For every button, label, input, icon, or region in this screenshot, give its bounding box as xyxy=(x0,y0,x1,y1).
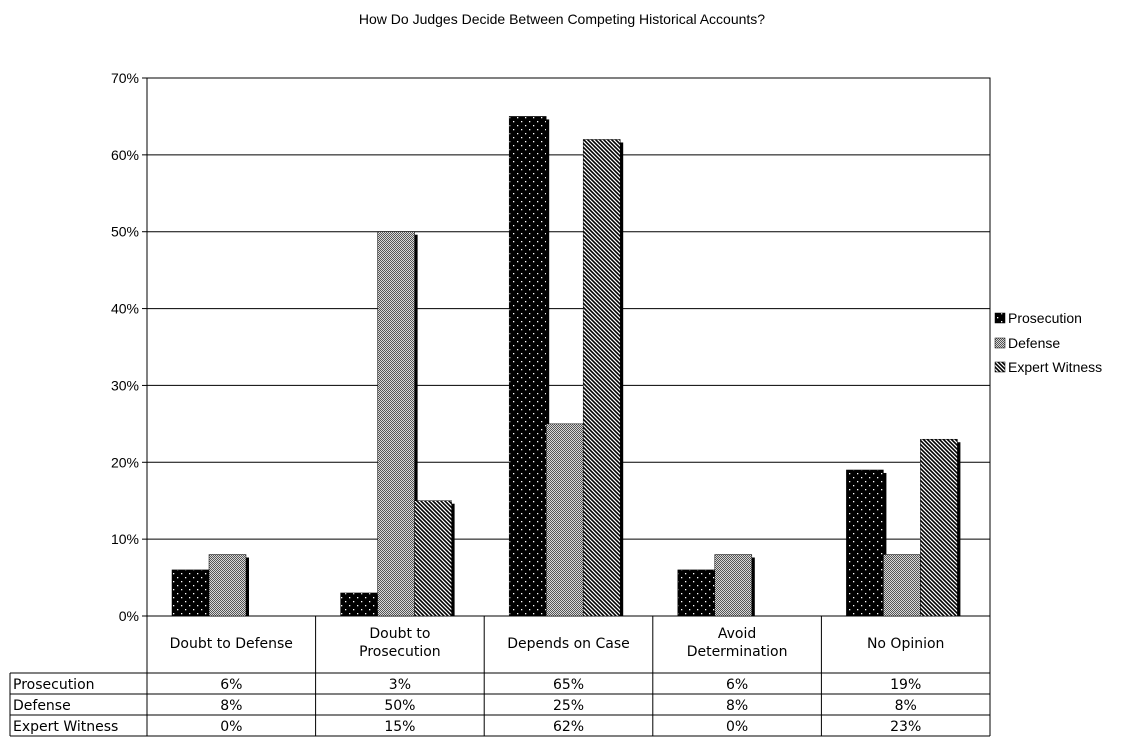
y-tick-label: 70% xyxy=(111,70,139,86)
y-tick-label: 50% xyxy=(111,224,139,240)
table-row-label: Prosecution xyxy=(13,677,95,693)
bar xyxy=(208,554,247,617)
bar xyxy=(714,554,753,617)
table-cell: 8% xyxy=(895,698,917,714)
x-category-label: Doubt to Prosecution xyxy=(359,626,441,660)
table-cell: 0% xyxy=(220,719,242,735)
legend: Prosecution Defense Expert Witness xyxy=(994,310,1102,375)
table-cell: 62% xyxy=(553,719,584,735)
legend-label: Expert Witness xyxy=(1008,359,1102,375)
table-cell: 6% xyxy=(726,677,748,693)
legend-swatch xyxy=(994,361,1006,373)
bar xyxy=(846,469,884,617)
y-tick-label: 20% xyxy=(111,454,139,470)
x-category-label: Doubt to Defense xyxy=(170,636,293,652)
bar xyxy=(340,592,378,617)
x-category-label: Avoid Determination xyxy=(687,626,788,660)
bar xyxy=(545,423,584,617)
table-cell: 6% xyxy=(220,677,242,693)
bar xyxy=(377,231,415,617)
bar xyxy=(677,569,716,617)
legend-swatch xyxy=(994,337,1006,349)
table-cell: 15% xyxy=(384,719,415,735)
y-tick-label: 60% xyxy=(111,147,139,163)
bar xyxy=(171,569,210,617)
table-cell: 8% xyxy=(726,698,748,714)
legend-label: Prosecution xyxy=(1008,310,1082,326)
table-cell: 65% xyxy=(553,677,584,693)
legend-swatch xyxy=(994,312,1006,324)
x-category-label: Depends on Case xyxy=(507,636,630,652)
y-tick-label: 0% xyxy=(119,608,139,624)
table-cell: 0% xyxy=(726,719,748,735)
bar xyxy=(883,554,921,617)
table-row-label: Expert Witness xyxy=(13,719,118,735)
y-tick-label: 30% xyxy=(111,377,139,393)
chart-title: How Do Judges Decide Between Competing H… xyxy=(359,11,765,27)
table-cell: 8% xyxy=(220,698,242,714)
legend-label: Defense xyxy=(1008,335,1060,351)
table-cell: 23% xyxy=(890,719,921,735)
table-cell: 19% xyxy=(890,677,921,693)
data-table: Doubt to Defense Doubt to Prosecution Depen… xyxy=(9,616,991,737)
bar xyxy=(414,500,452,617)
bar xyxy=(508,116,547,617)
bar xyxy=(920,438,958,617)
table-cell: 3% xyxy=(389,677,411,693)
y-tick-label: 40% xyxy=(111,301,139,317)
table-cell: 25% xyxy=(553,698,584,714)
table-cell: 50% xyxy=(384,698,415,714)
y-tick-label: 10% xyxy=(111,531,139,547)
bar xyxy=(582,139,621,617)
table-row-label: Defense xyxy=(13,698,71,714)
plot-area: 0% 10% 20% 30% 40% 50% 60% 70% xyxy=(111,70,991,624)
x-category-label: No Opinion xyxy=(867,636,945,652)
